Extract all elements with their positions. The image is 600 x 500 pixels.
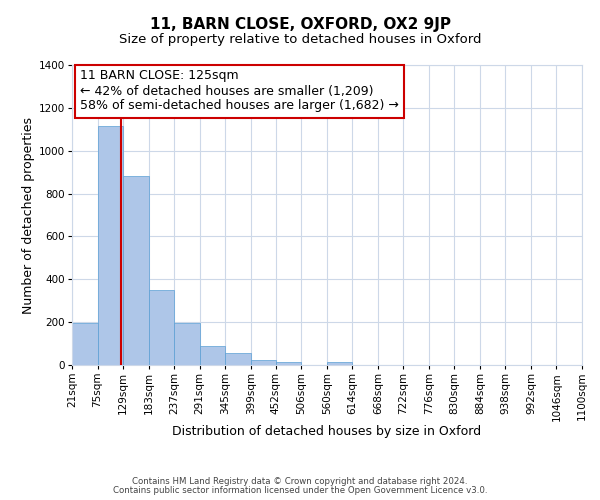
Bar — [98, 126, 123, 365]
Text: Contains HM Land Registry data © Crown copyright and database right 2024.: Contains HM Land Registry data © Crown c… — [132, 477, 468, 486]
Text: Size of property relative to detached houses in Oxford: Size of property relative to detached ho… — [119, 32, 481, 46]
Bar — [123, 176, 149, 365]
Bar — [149, 290, 174, 365]
Text: 11, BARN CLOSE, OXFORD, OX2 9JP: 11, BARN CLOSE, OXFORD, OX2 9JP — [149, 18, 451, 32]
Y-axis label: Number of detached properties: Number of detached properties — [22, 116, 35, 314]
Bar — [174, 323, 200, 365]
Text: 11 BARN CLOSE: 125sqm
← 42% of detached houses are smaller (1,209)
58% of semi-d: 11 BARN CLOSE: 125sqm ← 42% of detached … — [80, 70, 398, 112]
Text: Contains public sector information licensed under the Open Government Licence v3: Contains public sector information licen… — [113, 486, 487, 495]
Bar — [200, 346, 225, 365]
Bar — [225, 353, 251, 365]
Bar — [276, 362, 301, 365]
Bar — [327, 362, 352, 365]
Bar — [72, 323, 98, 365]
Bar — [251, 360, 276, 365]
X-axis label: Distribution of detached houses by size in Oxford: Distribution of detached houses by size … — [172, 424, 482, 438]
